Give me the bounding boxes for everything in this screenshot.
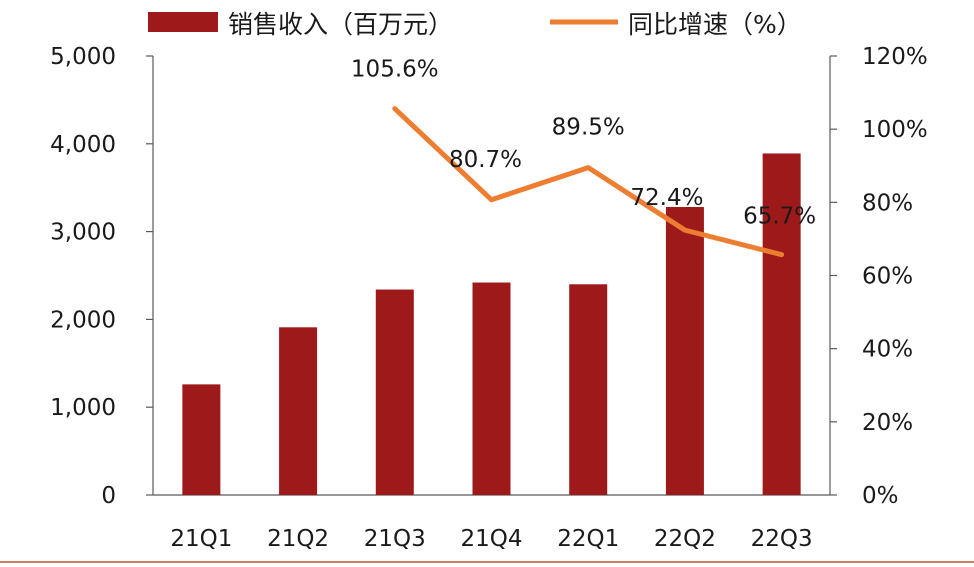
line-series-growth: 105.6% 80.7% 89.5% 72.4% 65.7% (351, 57, 816, 258)
right-tick-label: 40% (862, 337, 913, 363)
legend-label-growth: 同比增速（%） (628, 10, 802, 39)
bar-21q4 (472, 282, 511, 495)
left-tick-label: 2,000 (50, 307, 116, 333)
legend-swatch-sales (148, 12, 218, 32)
legend: 销售收入（百万元） 同比增速（%） (148, 10, 802, 39)
x-tick-label: 21Q3 (364, 526, 426, 552)
bar-21q1 (182, 384, 221, 495)
x-tick-label: 21Q1 (170, 526, 232, 552)
bar-22q1 (569, 284, 608, 495)
right-axis-ticks: 0% 20% 40% 60% 80% 100% 120% (830, 44, 928, 509)
right-tick-label: 80% (862, 190, 913, 216)
bar-22q3 (762, 153, 801, 495)
growth-data-label: 105.6% (351, 57, 439, 83)
right-tick-label: 100% (862, 117, 928, 143)
x-tick-label: 22Q1 (557, 526, 619, 552)
x-tick-label: 21Q4 (460, 526, 522, 552)
right-tick-label: 60% (862, 264, 913, 290)
left-tick-label: 4,000 (50, 132, 116, 158)
bar-21q2 (279, 327, 318, 495)
growth-data-label: 80.7% (449, 147, 522, 173)
growth-line (392, 106, 785, 258)
bar-21q3 (375, 289, 414, 495)
left-tick-label: 5,000 (50, 44, 116, 70)
x-tick-label: 22Q3 (751, 526, 813, 552)
left-tick-label: 0 (101, 483, 116, 509)
growth-data-label: 72.4% (630, 185, 703, 211)
right-tick-label: 0% (862, 483, 899, 509)
growth-data-label: 65.7% (743, 204, 816, 230)
right-tick-label: 120% (862, 44, 928, 70)
left-tick-label: 1,000 (50, 395, 116, 421)
bar-series-sales (182, 153, 801, 496)
x-tick-label: 21Q2 (267, 526, 329, 552)
right-tick-label: 20% (862, 410, 913, 436)
left-tick-label: 3,000 (50, 220, 116, 246)
growth-data-label: 89.5% (552, 115, 625, 141)
x-tick-label: 22Q2 (654, 526, 716, 552)
left-axis-ticks: 0 1,000 2,000 3,000 4,000 5,000 (50, 44, 153, 509)
legend-label-sales: 销售收入（百万元） (228, 10, 453, 39)
x-axis-labels: 21Q1 21Q2 21Q3 21Q4 22Q1 22Q2 22Q3 (170, 526, 812, 552)
bar-22q2 (665, 207, 704, 496)
